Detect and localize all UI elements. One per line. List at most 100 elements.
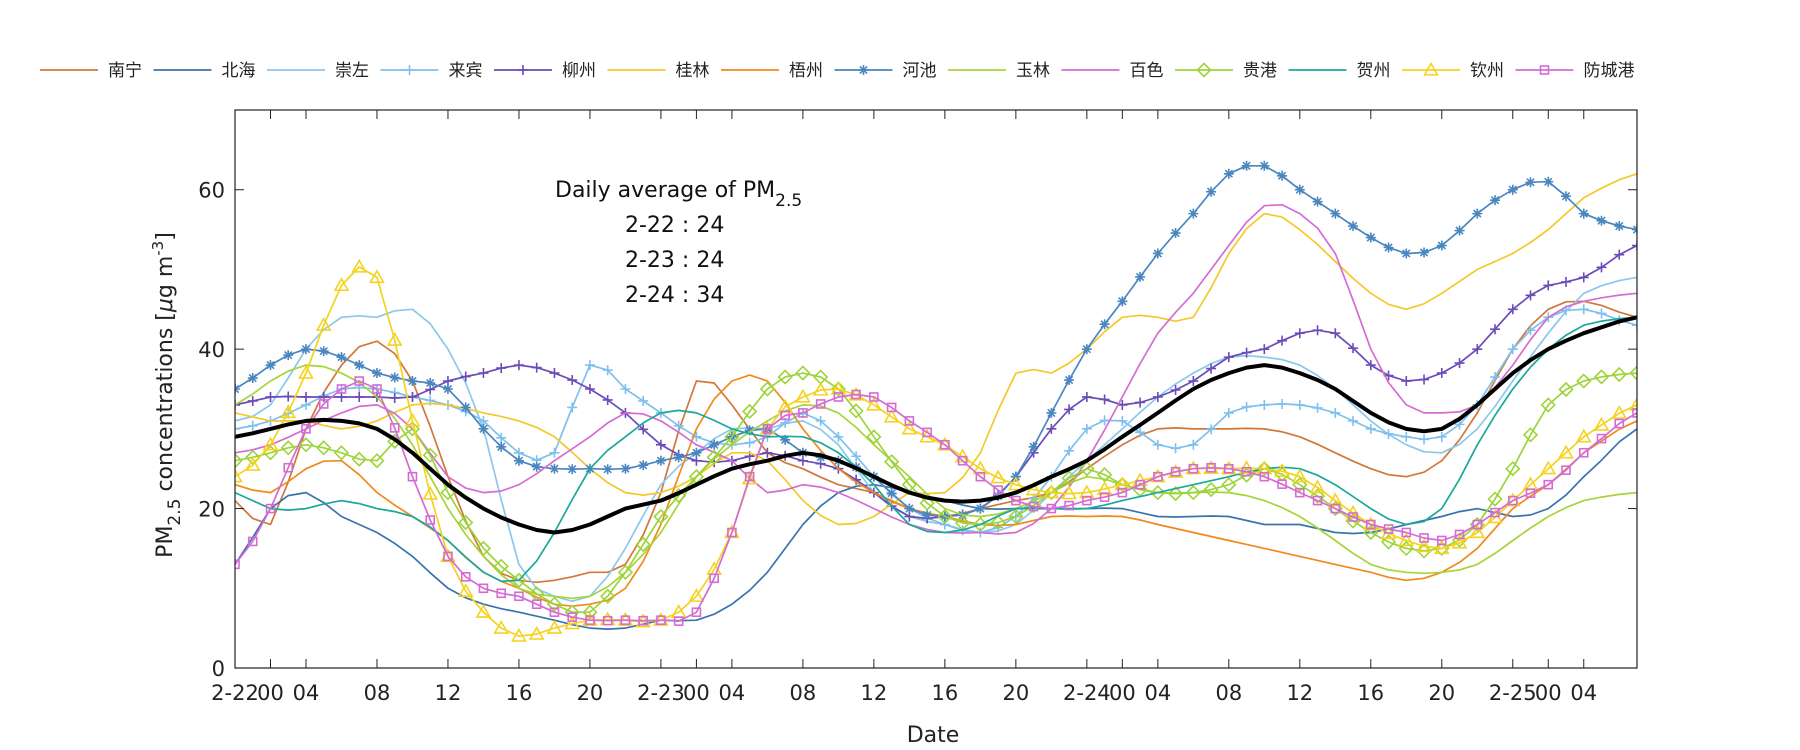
plot-area [235, 160, 1637, 642]
point-钦州 [315, 317, 332, 331]
point-柳州 [567, 375, 578, 386]
point-钦州 [1291, 468, 1308, 483]
point-来宾 [1135, 427, 1146, 438]
point-贵港 [1114, 477, 1130, 493]
point-钦州 [1558, 444, 1574, 459]
point-钦州 [1611, 405, 1628, 419]
x-tick-label: 16 [932, 681, 959, 705]
point-贵港 [706, 449, 722, 465]
y-tick-label: 0 [212, 657, 225, 681]
point-河池 [265, 360, 276, 371]
point-钦州 [511, 628, 527, 642]
point-河池 [1365, 232, 1376, 243]
point-柳州 [549, 368, 560, 379]
x-tick-label: 00 [257, 681, 284, 705]
point-钦州 [1096, 481, 1113, 495]
point-防城港 [247, 536, 258, 547]
point-防城港 [1561, 465, 1571, 476]
point-河池 [389, 372, 400, 383]
point-防城港 [975, 471, 986, 482]
point-贵港 [422, 447, 438, 463]
point-柳州 [1561, 276, 1572, 287]
point-贵港 [1309, 488, 1326, 504]
x-tick-label: 16 [506, 681, 533, 705]
legend-marker [858, 65, 869, 75]
point-来宾 [1365, 423, 1376, 434]
point-防城港 [744, 471, 755, 482]
series-line-玉林 [235, 364, 1637, 600]
point-柳州 [1135, 397, 1146, 408]
point-柳州 [584, 384, 595, 394]
point-贵港 [1221, 477, 1237, 493]
point-河池 [1046, 407, 1057, 418]
x-tick-label: 12 [1286, 681, 1313, 705]
x-tick-label: 00 [1535, 681, 1562, 705]
point-河池 [1401, 248, 1412, 259]
point-贵港 [1487, 491, 1503, 507]
point-来宾 [235, 423, 240, 434]
point-来宾 [1081, 423, 1092, 434]
point-钦州 [1451, 534, 1468, 549]
point-贵港 [1363, 524, 1379, 541]
point-防城港 [460, 572, 471, 582]
point-钦州 [1025, 481, 1042, 496]
series-贺州 [235, 316, 1637, 583]
point-来宾 [993, 522, 1004, 533]
legend-label: 南宁 [108, 61, 142, 81]
point-河池 [371, 368, 382, 379]
point-河池 [1099, 319, 1110, 330]
x-tick-label: 04 [1144, 681, 1171, 705]
point-防城港 [1543, 479, 1554, 490]
legend-item-北海: 北海 [153, 61, 256, 81]
point-防城港 [620, 615, 631, 625]
point-贵港 [333, 445, 350, 461]
legend-item-河池: 河池 [834, 61, 937, 81]
point-防城港 [1419, 533, 1429, 543]
point-柳州 [1365, 360, 1376, 371]
legend-marker [518, 65, 528, 75]
point-河池 [354, 360, 365, 371]
point-防城港 [798, 408, 808, 418]
series-line-桂林 [235, 172, 1637, 526]
point-防城港 [1153, 471, 1163, 482]
point-来宾 [1436, 431, 1447, 442]
point-防城港 [1348, 512, 1358, 522]
legend-label: 梧州 [789, 61, 823, 81]
legend-label: 百色 [1130, 61, 1164, 81]
point-钦州 [1540, 460, 1557, 475]
point-钦州 [1398, 532, 1415, 547]
legend-label: 桂林 [676, 61, 710, 81]
point-贵港 [369, 453, 385, 469]
point-贵港 [1167, 485, 1184, 502]
series-line-防城港 [235, 380, 1637, 623]
point-河池 [1081, 344, 1092, 355]
series-line-崇左 [235, 276, 1637, 603]
series-来宾 [235, 304, 1637, 538]
point-贵港 [1540, 397, 1556, 413]
point-贵港 [1380, 534, 1397, 550]
point-柳州 [513, 360, 524, 371]
point-柳州 [1312, 325, 1323, 336]
x-tick-label: 2-25 [1489, 681, 1537, 705]
point-防城港 [833, 392, 844, 402]
point-钦州 [333, 277, 350, 292]
point-钦州 [262, 436, 279, 451]
point-贵港 [245, 449, 261, 465]
point-柳州 [1188, 376, 1199, 387]
series-line-贺州 [235, 316, 1637, 583]
point-钦州 [830, 380, 847, 395]
point-防城港 [1206, 462, 1216, 473]
point-来宾 [1152, 439, 1163, 450]
point-贵港 [235, 453, 243, 469]
point-河池 [1206, 186, 1217, 197]
point-柳州 [1223, 352, 1234, 363]
point-钦州 [972, 460, 989, 475]
point-防城港 [531, 599, 542, 610]
point-贵港 [742, 403, 758, 420]
point-防城港 [443, 551, 453, 562]
point-来宾 [1099, 415, 1110, 426]
point-柳州 [1170, 384, 1181, 395]
point-贵港 [546, 596, 563, 612]
point-河池 [691, 447, 702, 458]
point-来宾 [1507, 344, 1518, 355]
